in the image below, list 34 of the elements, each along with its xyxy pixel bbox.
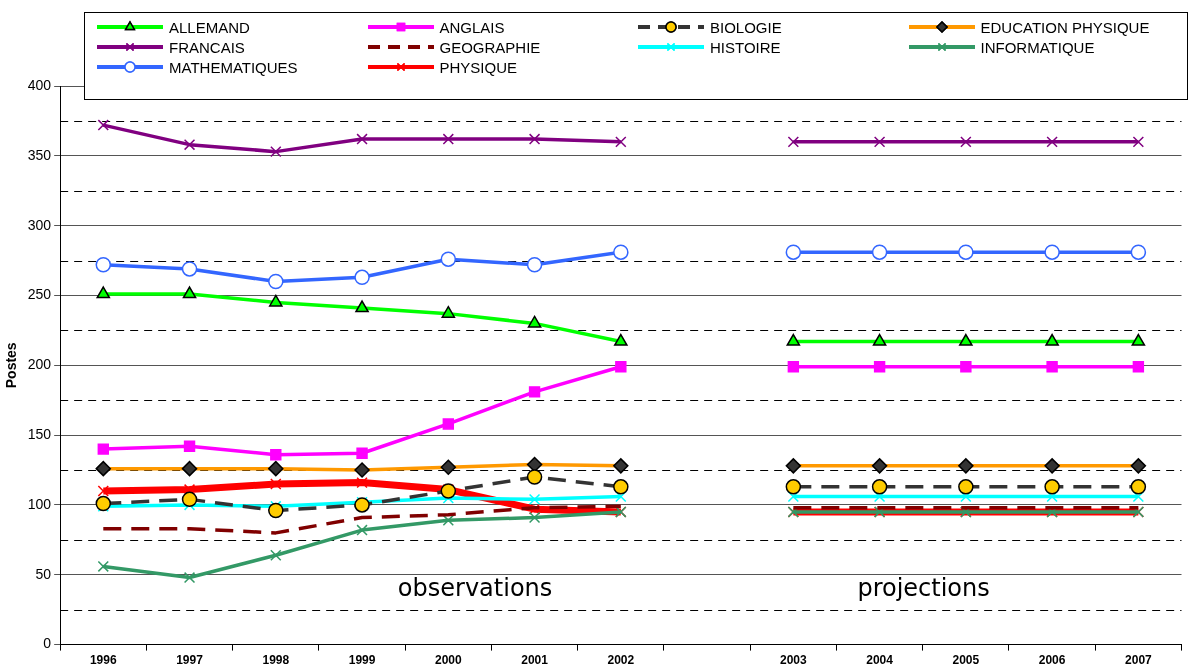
x-tick-label: 1999	[348, 653, 376, 668]
y-tick-label: 150	[27, 425, 52, 442]
x-tick-label: 2004	[866, 653, 894, 668]
x-tick-label: 2005	[952, 653, 980, 668]
y-axis-title: Postes	[3, 342, 20, 389]
x-tick-label: 2003	[779, 653, 808, 668]
x-tick-label: 2006	[1038, 653, 1066, 668]
y-tick-label: 350	[27, 146, 52, 163]
y-tick-label: 50	[35, 565, 52, 582]
y-tick-label: 300	[27, 216, 52, 233]
x-tick-label: 2000	[434, 653, 462, 668]
x-tick-label: 2007	[1125, 653, 1153, 668]
x-tick-label: 2002	[607, 653, 635, 668]
x-tick-label: 1996	[89, 653, 117, 668]
x-tick-label: 1998	[262, 653, 290, 668]
y-tick-label: 400	[27, 76, 52, 93]
y-tick-label: 250	[27, 286, 52, 303]
legend-label: ALLEMAND	[169, 18, 250, 36]
legend-label: BIOLOGIE	[710, 18, 782, 36]
legend-label: INFORMATIQUE	[980, 38, 1095, 56]
legend-label: PHYSIQUE	[439, 58, 518, 76]
legend-label: FRANCAIS	[169, 38, 245, 56]
legend-label: ANGLAIS	[439, 18, 505, 36]
y-tick-label: 100	[27, 495, 52, 512]
legend-label: GEOGRAPHIE	[439, 38, 541, 56]
legend-label: MATHEMATIQUES	[169, 58, 298, 76]
annotation: observations	[397, 573, 553, 602]
y-tick-label: 0	[43, 635, 52, 652]
legend-label: HISTOIRE	[710, 38, 781, 56]
annotation: projections	[857, 573, 990, 602]
x-tick-label: 2001	[521, 653, 549, 668]
y-tick-label: 200	[27, 356, 52, 373]
x-tick-label: 1997	[176, 653, 204, 668]
legend-label: EDUCATION PHYSIQUE	[980, 18, 1150, 36]
